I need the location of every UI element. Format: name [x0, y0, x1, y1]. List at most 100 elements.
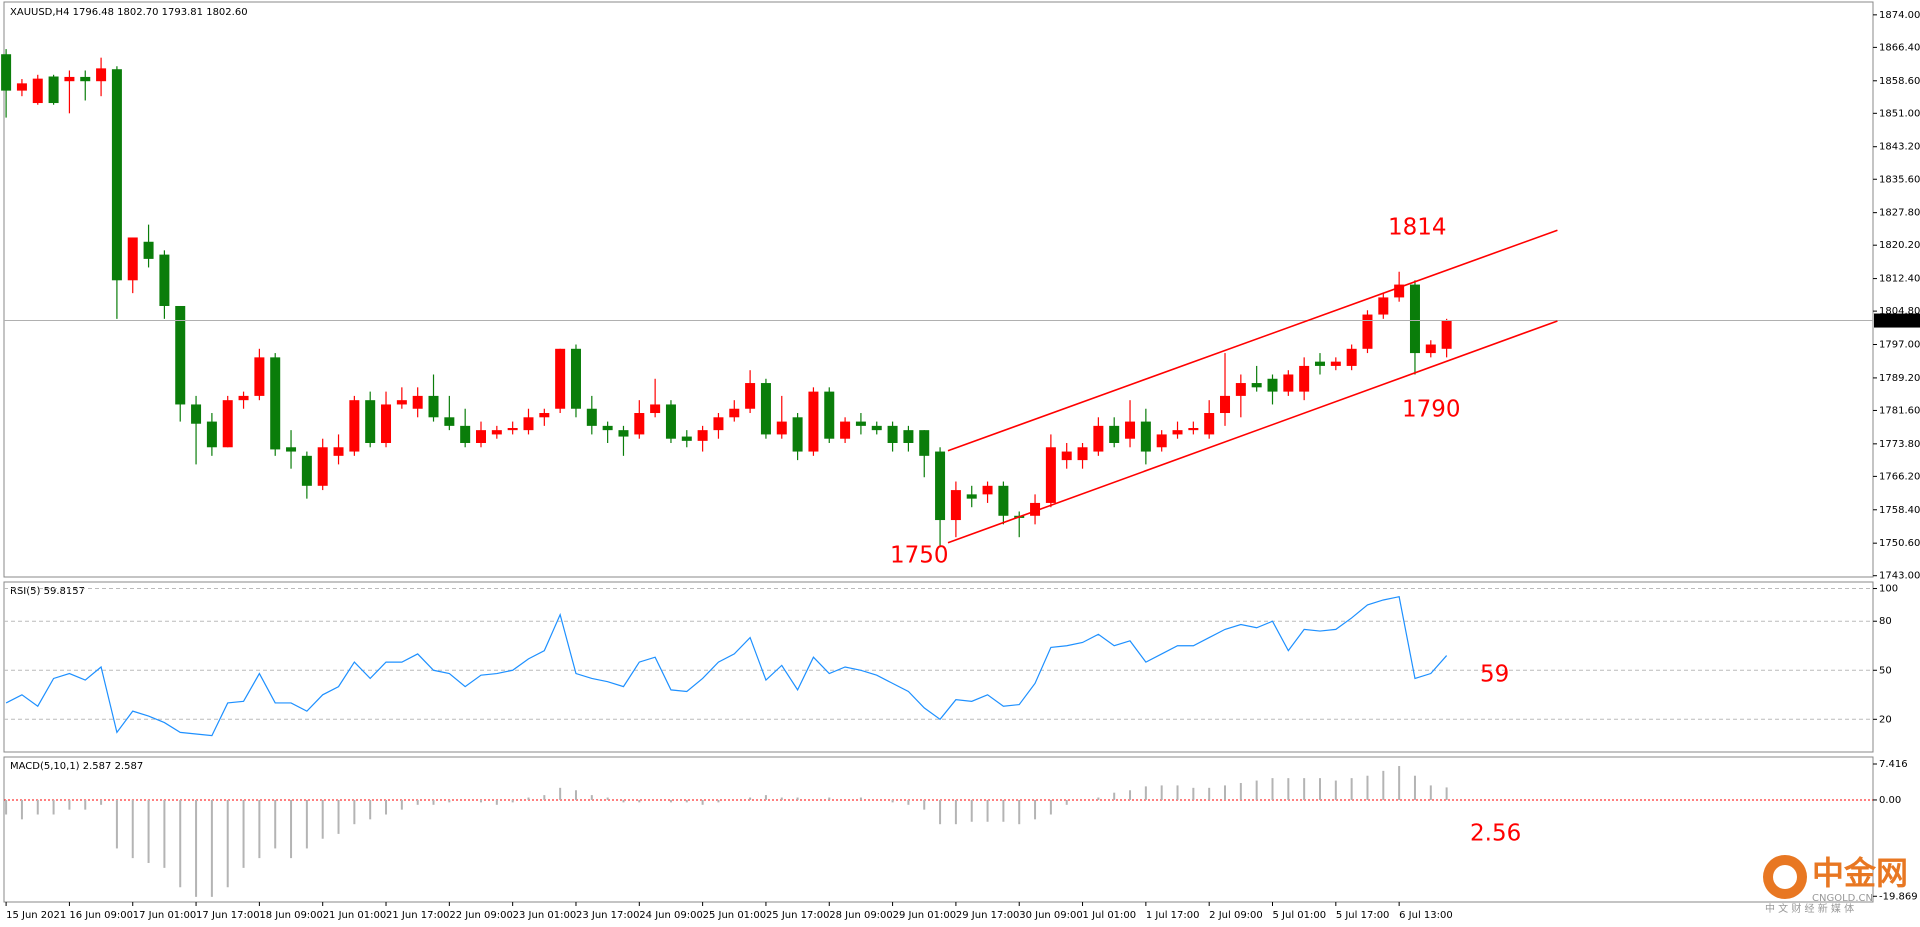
candle-body	[349, 400, 360, 452]
candle-body	[792, 417, 803, 452]
x-tick-label: 18 Jun 09:00	[259, 910, 323, 921]
y-tick-label: 1835.60	[1879, 174, 1920, 185]
logo-site: CNGOLD.CN	[1812, 893, 1873, 904]
candle-body	[935, 451, 946, 521]
y-tick-label: 1804.80	[1879, 306, 1920, 317]
candle-body	[111, 69, 122, 281]
x-tick-label: 1 Jul 17:00	[1146, 910, 1200, 921]
candle-body	[855, 421, 866, 426]
candle-body	[396, 400, 407, 405]
candle-body	[32, 78, 43, 104]
candle-body	[159, 254, 170, 306]
x-tick-label: 21 Jun 01:00	[323, 910, 387, 921]
x-tick-label: 2 Jul 09:00	[1209, 910, 1263, 921]
candle-body	[491, 430, 502, 435]
candle-body	[808, 391, 819, 452]
candle-body	[254, 357, 265, 396]
candle-body	[80, 76, 91, 82]
y-tick-label: 1766.20	[1879, 471, 1920, 482]
candle-body	[222, 400, 233, 448]
x-tick-label: 5 Jul 17:00	[1336, 910, 1390, 921]
candle-body	[365, 400, 376, 443]
candle-body	[634, 413, 645, 435]
y-tick-label: 1820.20	[1879, 240, 1920, 251]
macd-pane	[3, 756, 1874, 903]
x-tick-label: 15 Jun 2021	[6, 910, 66, 921]
channel-line	[947, 229, 1558, 452]
candle-body	[1314, 361, 1325, 366]
x-tick-label: 16 Jun 09:00	[69, 910, 133, 921]
y-tick-label: 1773.80	[1879, 439, 1920, 450]
candle-body	[1172, 430, 1183, 435]
x-tick-label: 17 Jun 17:00	[196, 910, 260, 921]
candle-body	[776, 421, 787, 435]
candle-body	[1140, 421, 1151, 452]
annotation: 2.56	[1470, 821, 1521, 847]
y-tick-label: 1874.00	[1879, 10, 1920, 21]
y-tick-label: 1789.20	[1879, 373, 1920, 384]
rsi-title: RSI(5) 59.8157	[10, 586, 85, 597]
candle-body	[286, 447, 297, 452]
candle-body	[1409, 284, 1420, 354]
candle-body	[523, 417, 534, 431]
candle-body	[1061, 451, 1072, 461]
candle-body	[270, 357, 281, 450]
candle-body	[1441, 320, 1452, 349]
candle-body	[64, 76, 75, 82]
candle-body	[665, 404, 676, 439]
y-tick-label: -19.869	[1879, 891, 1918, 902]
candle-body	[950, 490, 961, 521]
candle-body	[1045, 447, 1056, 503]
y-tick-label: 1812.40	[1879, 274, 1920, 285]
chart-title: XAUUSD,H4 1796.48 1802.70 1793.81 1802.6…	[10, 7, 248, 18]
logo-text: 中金网	[1812, 854, 1908, 892]
candle-body	[206, 421, 217, 448]
last-price-box	[1874, 313, 1920, 328]
x-tick-label: 22 Jun 09:00	[449, 910, 513, 921]
candle-body	[650, 404, 661, 414]
candle-body	[333, 447, 344, 456]
y-tick-label: 1843.20	[1879, 142, 1920, 153]
x-tick-label: 17 Jun 01:00	[133, 910, 197, 921]
candle-body	[428, 395, 439, 418]
candle-body	[982, 485, 993, 495]
candle-body	[1425, 344, 1436, 354]
candle-body	[1188, 428, 1199, 431]
candle-body	[460, 425, 471, 443]
candle-body	[444, 417, 455, 426]
candle-body	[1267, 378, 1278, 392]
candle-body	[539, 413, 550, 418]
candle-body	[1109, 425, 1120, 443]
candle-body	[1156, 434, 1167, 448]
y-tick-label: 1797.00	[1879, 340, 1920, 351]
x-tick-label: 5 Jul 01:00	[1273, 910, 1327, 921]
candle-body	[602, 425, 613, 431]
annotation: 1790	[1402, 397, 1461, 423]
candle-body	[903, 430, 914, 443]
y-tick-label: 50	[1879, 665, 1892, 676]
candle-body	[555, 348, 566, 409]
y-tick-label: 7.416	[1879, 759, 1908, 770]
y-tick-label: 20	[1879, 714, 1892, 725]
candle-body	[919, 430, 930, 456]
candle-body	[586, 408, 597, 426]
y-tick-label: 1781.60	[1879, 405, 1920, 416]
candle-body	[1030, 502, 1041, 516]
candle-body	[618, 430, 629, 437]
y-tick-label: 1750.60	[1879, 538, 1920, 549]
candle-body	[1204, 413, 1215, 435]
channel-line	[947, 320, 1558, 544]
candle-body	[871, 425, 882, 431]
x-tick-label: 24 Jun 09:00	[639, 910, 703, 921]
x-tick-label: 23 Jun 17:00	[576, 910, 640, 921]
x-tick-label: 28 Jun 09:00	[829, 910, 893, 921]
candle-body	[840, 421, 851, 439]
candle-body	[729, 408, 740, 418]
candle-body	[887, 425, 898, 443]
x-tick-label: 29 Jun 01:00	[893, 910, 957, 921]
candle-body	[412, 395, 423, 409]
candle-body	[760, 383, 771, 435]
candle-body	[966, 494, 977, 499]
